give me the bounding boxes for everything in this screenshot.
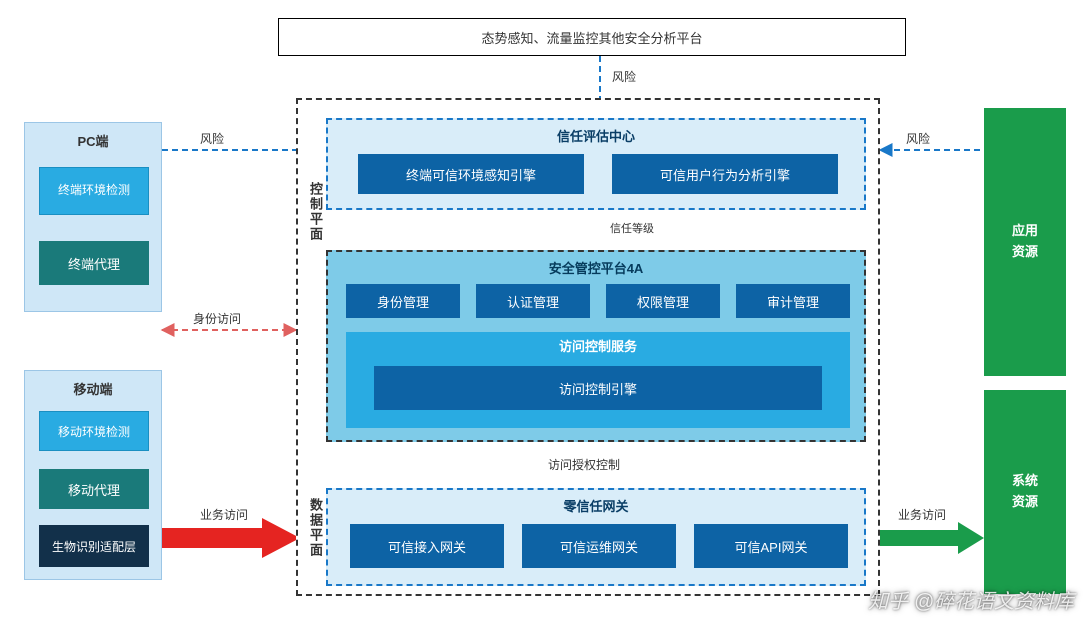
mobile-env-detect-label: 移动环境检测 — [58, 423, 130, 440]
trust-center: 信任评估中心 终端可信环境感知引擎 可信用户行为分析引擎 — [326, 118, 866, 210]
gw-api: 可信API网关 — [694, 524, 848, 568]
lbl-risk-pc: 风险 — [200, 130, 224, 147]
control-plane-label: 控制平面 — [306, 182, 325, 242]
mod-audit-label: 审计管理 — [767, 292, 819, 311]
mod-identity: 身份管理 — [346, 284, 460, 318]
mobile-title: 移动端 — [25, 379, 161, 398]
access-service-title: 访问控制服务 — [346, 336, 850, 355]
pc-panel: PC端 终端环境检测 终端代理 — [24, 122, 162, 312]
pc-agent: 终端代理 — [39, 241, 149, 285]
mobile-agent: 移动代理 — [39, 469, 149, 509]
sys-resource-label: 系统 资源 — [1012, 471, 1038, 513]
lbl-risk-top: 风险 — [612, 68, 636, 85]
edge-biz-in — [162, 518, 300, 558]
mobile-env-detect: 移动环境检测 — [39, 411, 149, 451]
lbl-identity-access: 身份访问 — [193, 310, 241, 327]
trust-center-title: 信任评估中心 — [328, 126, 864, 145]
mod-audit: 审计管理 — [736, 284, 850, 318]
top-platform: 态势感知、流量监控其他安全分析平台 — [278, 18, 906, 56]
lbl-biz-in: 业务访问 — [200, 506, 248, 523]
mod-authn: 认证管理 — [476, 284, 590, 318]
top-platform-label: 态势感知、流量监控其他安全分析平台 — [481, 28, 702, 47]
mod-identity-label: 身份管理 — [377, 292, 429, 311]
lbl-authz-ctrl: 访问授权控制 — [548, 456, 620, 473]
mobile-biometric: 生物识别适配层 — [39, 525, 149, 567]
trust-engine-ueba-label: 可信用户行为分析引擎 — [660, 165, 790, 184]
pc-env-detect: 终端环境检测 — [39, 167, 149, 215]
gw-ops: 可信运维网关 — [522, 524, 676, 568]
mod-authz: 权限管理 — [606, 284, 720, 318]
trust-engine-ueba: 可信用户行为分析引擎 — [612, 154, 838, 194]
gw-ops-label: 可信运维网关 — [560, 537, 638, 556]
app-resource: 应用 资源 — [984, 108, 1066, 376]
pc-title: PC端 — [25, 131, 161, 150]
lbl-risk-right: 风险 — [906, 130, 930, 147]
trust-engine-env-label: 终端可信环境感知引擎 — [406, 165, 536, 184]
platform-4a: 安全管控平台4A 身份管理 认证管理 权限管理 审计管理 访问控制服务 访问控制… — [326, 250, 866, 442]
mobile-biometric-label: 生物识别适配层 — [52, 538, 136, 555]
mod-authn-label: 认证管理 — [507, 292, 559, 311]
edge-biz-out — [880, 522, 984, 554]
mod-authz-label: 权限管理 — [637, 292, 689, 311]
gw-api-label: 可信API网关 — [735, 537, 808, 556]
gw-access-label: 可信接入网关 — [388, 537, 466, 556]
access-engine: 访问控制引擎 — [374, 366, 822, 410]
trust-engine-env: 终端可信环境感知引擎 — [358, 154, 584, 194]
app-resource-label: 应用 资源 — [1012, 221, 1038, 263]
pc-env-detect-label: 终端环境检测 — [58, 183, 130, 199]
gateway-title: 零信任网关 — [328, 496, 864, 515]
data-plane-label: 数据平面 — [306, 498, 325, 558]
access-service: 访问控制服务 访问控制引擎 — [346, 332, 850, 428]
lbl-trust-level: 信任等级 — [610, 220, 654, 236]
gateway: 零信任网关 可信接入网关 可信运维网关 可信API网关 — [326, 488, 866, 586]
lbl-biz-out: 业务访问 — [898, 506, 946, 523]
pc-agent-label: 终端代理 — [68, 254, 120, 273]
mobile-panel: 移动端 移动环境检测 移动代理 生物识别适配层 — [24, 370, 162, 580]
access-engine-label: 访问控制引擎 — [559, 379, 637, 398]
mobile-agent-label: 移动代理 — [68, 480, 120, 499]
sys-resource: 系统 资源 — [984, 390, 1066, 594]
gw-access: 可信接入网关 — [350, 524, 504, 568]
platform-4a-title: 安全管控平台4A — [328, 258, 864, 277]
